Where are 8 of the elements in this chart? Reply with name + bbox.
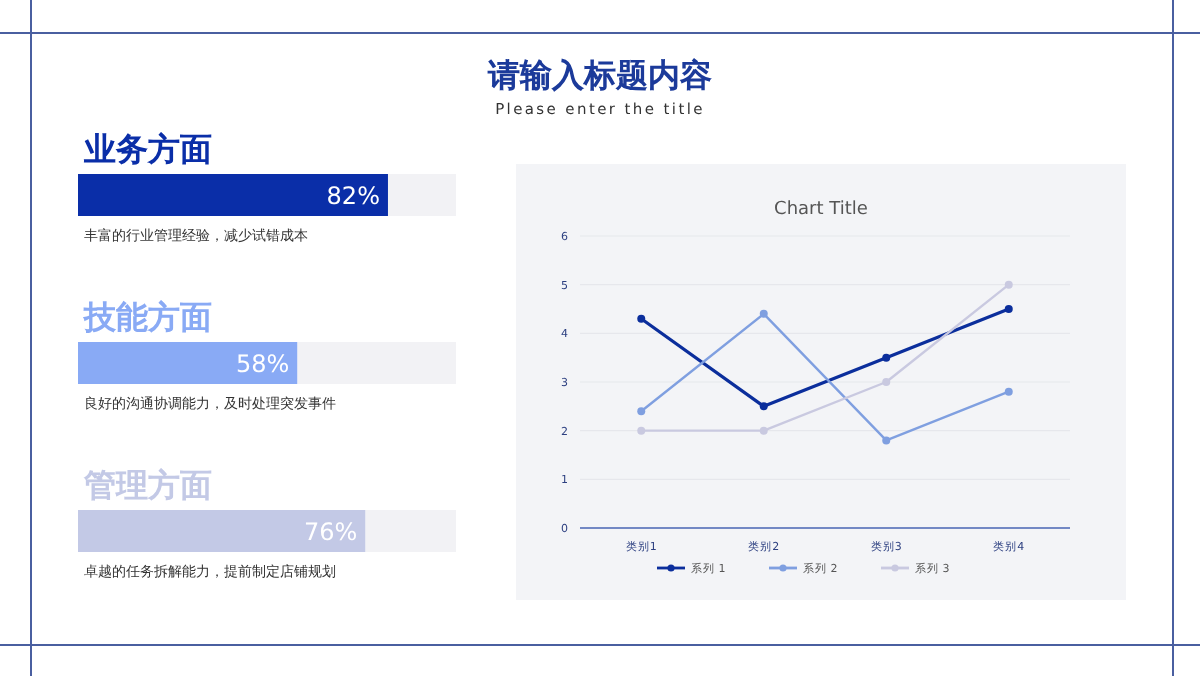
y-tick-label: 技能方面 bbox=[82, 298, 212, 336]
data-label: 58% bbox=[235, 350, 290, 378]
y-tick-label: 业务方面 bbox=[82, 130, 212, 168]
chart-title: Chart Title bbox=[774, 200, 869, 220]
text: 请输入标题内容 bbox=[486, 56, 712, 94]
data-label: 82% bbox=[326, 182, 380, 210]
data-label: 76% bbox=[303, 518, 358, 546]
y-tick-label: 管理方面 bbox=[82, 466, 212, 504]
